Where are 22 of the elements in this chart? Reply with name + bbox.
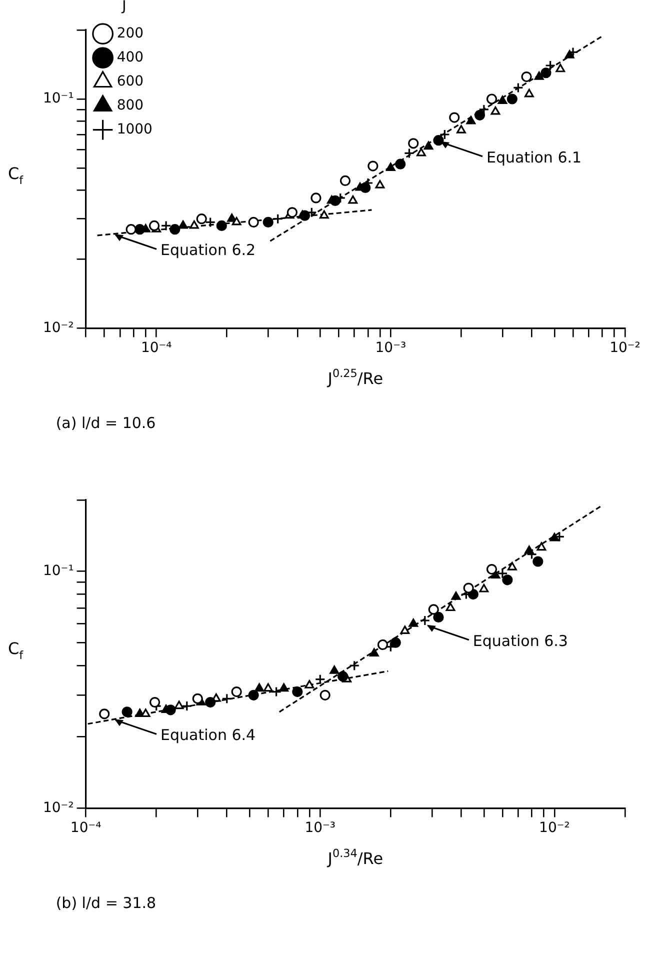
annotation: Equation 6.1	[486, 148, 582, 166]
legend-label: 800	[116, 97, 144, 114]
text: (b) l/d = 31.8	[56, 894, 156, 912]
x-tick-label: 10⁻⁴	[70, 820, 102, 836]
legend-label: 400	[116, 49, 144, 66]
y-tick-label: 10⁻¹	[42, 562, 74, 579]
legend-label: 600	[116, 73, 144, 90]
y-tick-label: 10⁻²	[42, 320, 74, 336]
annotation: Equation 6.3	[472, 632, 568, 650]
annotation: Equation 6.4	[160, 726, 256, 744]
y-tick-label: 10⁻¹	[42, 90, 74, 107]
x-tick-label: 10⁻²	[539, 820, 570, 836]
x-tick-label: 10⁻⁴	[140, 340, 172, 356]
annotation: Equation 6.2	[160, 241, 256, 260]
x-tick-label: 10⁻³	[375, 340, 406, 356]
x-tick-label: 10⁻²	[610, 340, 640, 356]
x-tick-label: 10⁻³	[304, 820, 336, 836]
text: (a) l/d = 10.6	[56, 414, 156, 432]
legend-title: J	[121, 0, 126, 15]
legend-label: 200	[116, 25, 144, 42]
legend-label: 1000	[116, 121, 152, 138]
y-tick-label: 10⁻²	[42, 800, 74, 816]
